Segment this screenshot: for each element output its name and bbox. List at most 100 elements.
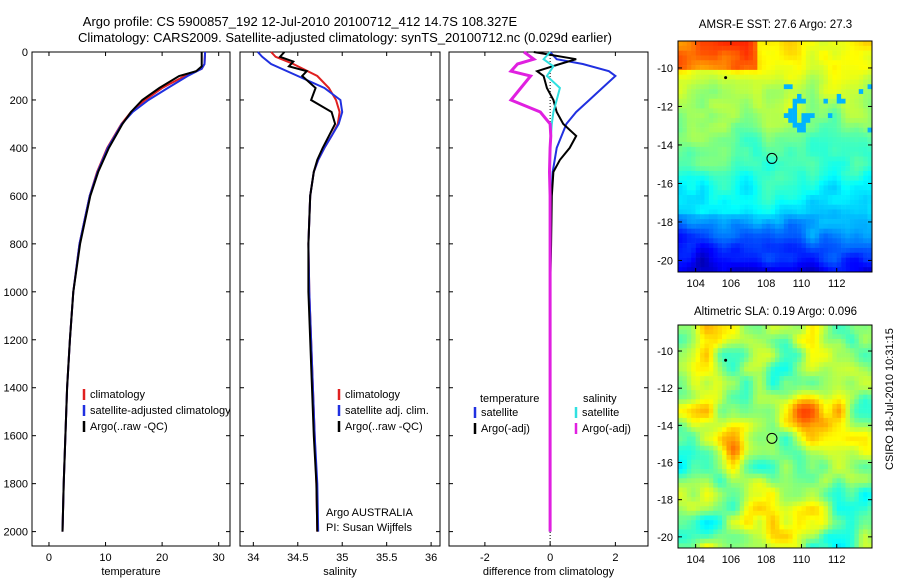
map-cell xyxy=(730,338,736,344)
map-cell xyxy=(748,385,754,391)
map-cell xyxy=(695,390,701,395)
map-cell xyxy=(757,93,763,100)
legend-label: Argo(-adj) xyxy=(582,423,631,435)
map-cell xyxy=(686,506,692,512)
map-cell xyxy=(722,431,727,437)
map-cell xyxy=(704,118,710,124)
map-cell xyxy=(708,352,714,358)
map-cell xyxy=(686,464,692,470)
map-cell xyxy=(797,228,802,234)
map-cell xyxy=(779,334,785,340)
map-cell xyxy=(863,390,868,395)
map-cell xyxy=(792,510,798,516)
map-cell xyxy=(678,380,683,386)
map-cell xyxy=(735,142,741,148)
map-cell xyxy=(836,329,842,335)
map-cell xyxy=(836,403,842,409)
map-cell xyxy=(832,338,838,344)
map-cell xyxy=(779,348,785,354)
map-cell xyxy=(735,408,741,414)
map-cell xyxy=(735,214,741,220)
map-cell xyxy=(814,366,820,372)
map-cell xyxy=(713,543,718,549)
map-cell xyxy=(678,329,683,335)
map-cell xyxy=(722,338,727,344)
map-cell xyxy=(678,166,683,172)
map-cell xyxy=(700,74,705,80)
map-cell xyxy=(730,334,736,340)
map-cell xyxy=(695,223,701,229)
map-cell xyxy=(739,93,745,100)
map-cell xyxy=(845,371,851,377)
map-cell xyxy=(766,385,771,391)
map-cell xyxy=(854,219,860,225)
map-cell xyxy=(695,89,701,95)
map-cell xyxy=(704,473,710,479)
map-cell xyxy=(752,343,758,349)
map-cell xyxy=(713,450,718,456)
map-cell xyxy=(704,487,710,493)
map-cell xyxy=(775,520,780,526)
map-cell xyxy=(700,441,705,447)
map-cell xyxy=(788,69,793,75)
map-cell xyxy=(832,417,838,423)
map-cell xyxy=(726,219,732,225)
map-cell xyxy=(845,175,851,181)
series-line-satellite-adj-clim- xyxy=(257,51,344,532)
map-cell xyxy=(819,103,824,109)
map-cell xyxy=(858,142,864,148)
map-cell xyxy=(770,413,776,419)
map-cell xyxy=(708,166,714,172)
map-cell xyxy=(691,118,696,124)
map-cell xyxy=(845,50,851,56)
map-cell xyxy=(841,329,846,335)
map-cell xyxy=(854,60,860,66)
map-cell xyxy=(735,469,741,474)
map-cell xyxy=(722,455,727,461)
map-cell xyxy=(823,233,829,239)
map-cell xyxy=(832,524,838,530)
map-cell xyxy=(863,122,868,128)
map-cell xyxy=(682,329,688,335)
map-cell xyxy=(717,362,723,368)
map-cell xyxy=(801,65,807,71)
map-cell xyxy=(783,41,789,47)
map-cell xyxy=(801,238,807,244)
map-cell xyxy=(801,431,807,437)
map-cell xyxy=(726,233,732,239)
map-cell xyxy=(770,399,776,405)
map-cell xyxy=(841,376,846,382)
map-cell xyxy=(775,204,780,210)
map-cell xyxy=(735,371,741,377)
map-cell xyxy=(766,343,771,349)
map-cell xyxy=(744,170,749,177)
map-cell xyxy=(810,151,815,157)
map-cell xyxy=(713,496,718,502)
map-cell xyxy=(832,469,838,474)
map-cell xyxy=(717,422,723,428)
map-cell xyxy=(708,417,714,423)
map-cell xyxy=(845,385,851,391)
map-cell xyxy=(827,175,833,181)
map-cell xyxy=(678,45,683,51)
map-cell xyxy=(757,455,763,461)
map-cell xyxy=(801,103,807,109)
map-cell xyxy=(867,93,873,100)
map-cell xyxy=(704,252,710,258)
map-cell xyxy=(823,487,829,493)
map-cell xyxy=(757,137,763,143)
map-cell xyxy=(779,238,785,244)
map-cell xyxy=(761,482,767,488)
map-cell xyxy=(863,348,868,354)
map-cell xyxy=(770,334,776,340)
map-cell xyxy=(722,538,727,544)
map-cell xyxy=(708,132,714,138)
map-cell xyxy=(836,334,842,340)
map-cell xyxy=(739,65,745,71)
map-cell xyxy=(708,219,714,225)
map-cell xyxy=(810,45,815,51)
map-cell xyxy=(691,214,696,220)
map-cell xyxy=(854,195,860,201)
map-cell xyxy=(695,543,701,549)
map-cell xyxy=(682,408,688,414)
